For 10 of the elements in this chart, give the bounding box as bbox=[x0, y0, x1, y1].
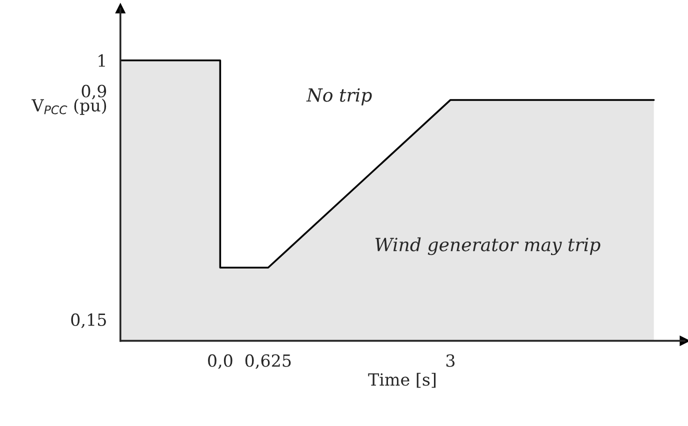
y-axis-title: V$_{PCC}$ (pu) bbox=[32, 98, 106, 115]
y-tick-label: 0,9 bbox=[82, 84, 106, 100]
x-tick-label: 0,625 bbox=[245, 354, 291, 369]
x-tick-label: 3 bbox=[446, 354, 455, 367]
y-tick-label: 0,15 bbox=[71, 313, 106, 328]
annotation: No trip bbox=[306, 88, 372, 106]
x-axis-title: Time [s] bbox=[368, 372, 436, 388]
annotation: Wind generator may trip bbox=[375, 237, 600, 256]
x-tick-label: 0,0 bbox=[208, 354, 232, 369]
y-tick-label: 1 bbox=[98, 54, 105, 67]
